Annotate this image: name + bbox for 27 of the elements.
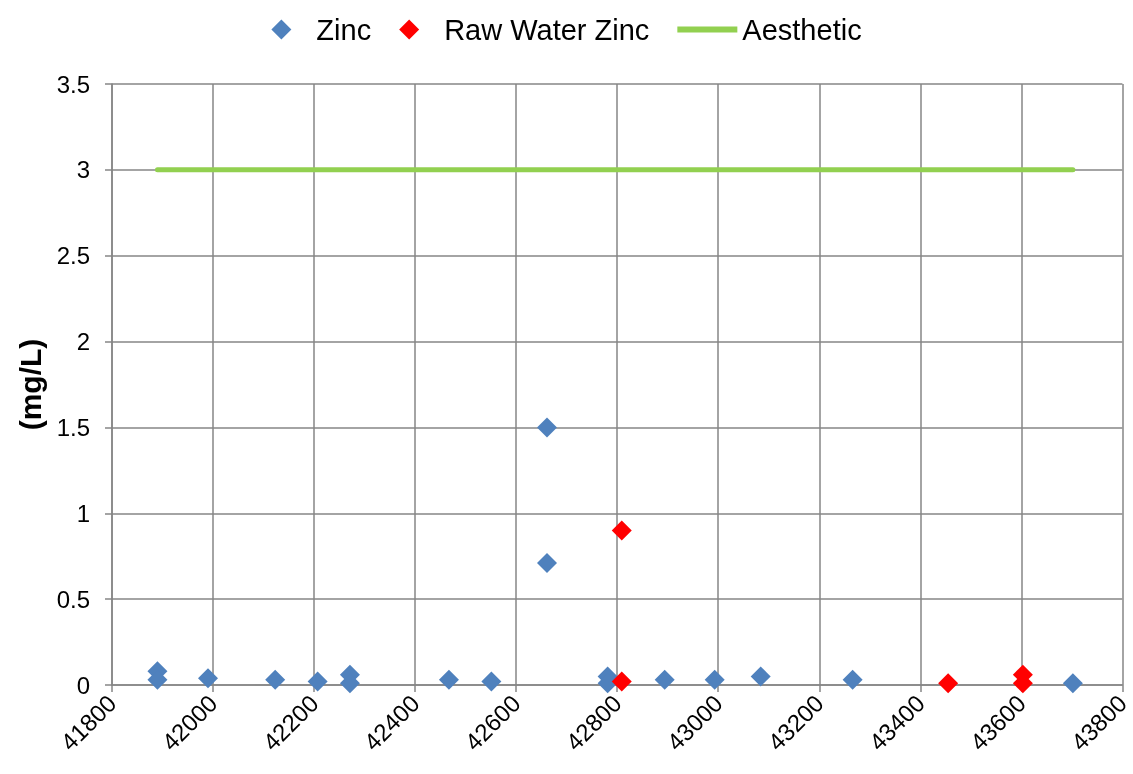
point	[481, 671, 502, 692]
point	[750, 666, 771, 687]
point	[611, 520, 632, 541]
point	[938, 673, 959, 694]
y-tick-label: 2.5	[56, 242, 90, 270]
point	[842, 669, 863, 690]
y-axis-title: (mg/L)	[14, 338, 48, 431]
point	[438, 669, 459, 690]
point	[611, 671, 632, 692]
y-tick-label: 1.5	[56, 413, 90, 441]
point	[704, 669, 725, 690]
legend-label: Zinc	[316, 13, 372, 46]
y-tick-label: 0.5	[56, 585, 90, 613]
y-tick-label: 0	[76, 671, 90, 699]
point	[536, 553, 557, 574]
y-tick-label: 1	[76, 499, 90, 527]
point	[197, 668, 218, 689]
point	[307, 671, 328, 692]
y-tick-label: 2	[76, 328, 90, 356]
y-tick-label: 3.5	[56, 70, 90, 98]
y-tick-label: 3	[76, 156, 90, 184]
point	[1062, 673, 1083, 694]
point	[654, 669, 675, 690]
legend-label: Aesthetic	[742, 13, 862, 46]
point	[265, 669, 286, 690]
point	[536, 417, 557, 438]
legend-label: Raw Water Zinc	[444, 13, 650, 46]
